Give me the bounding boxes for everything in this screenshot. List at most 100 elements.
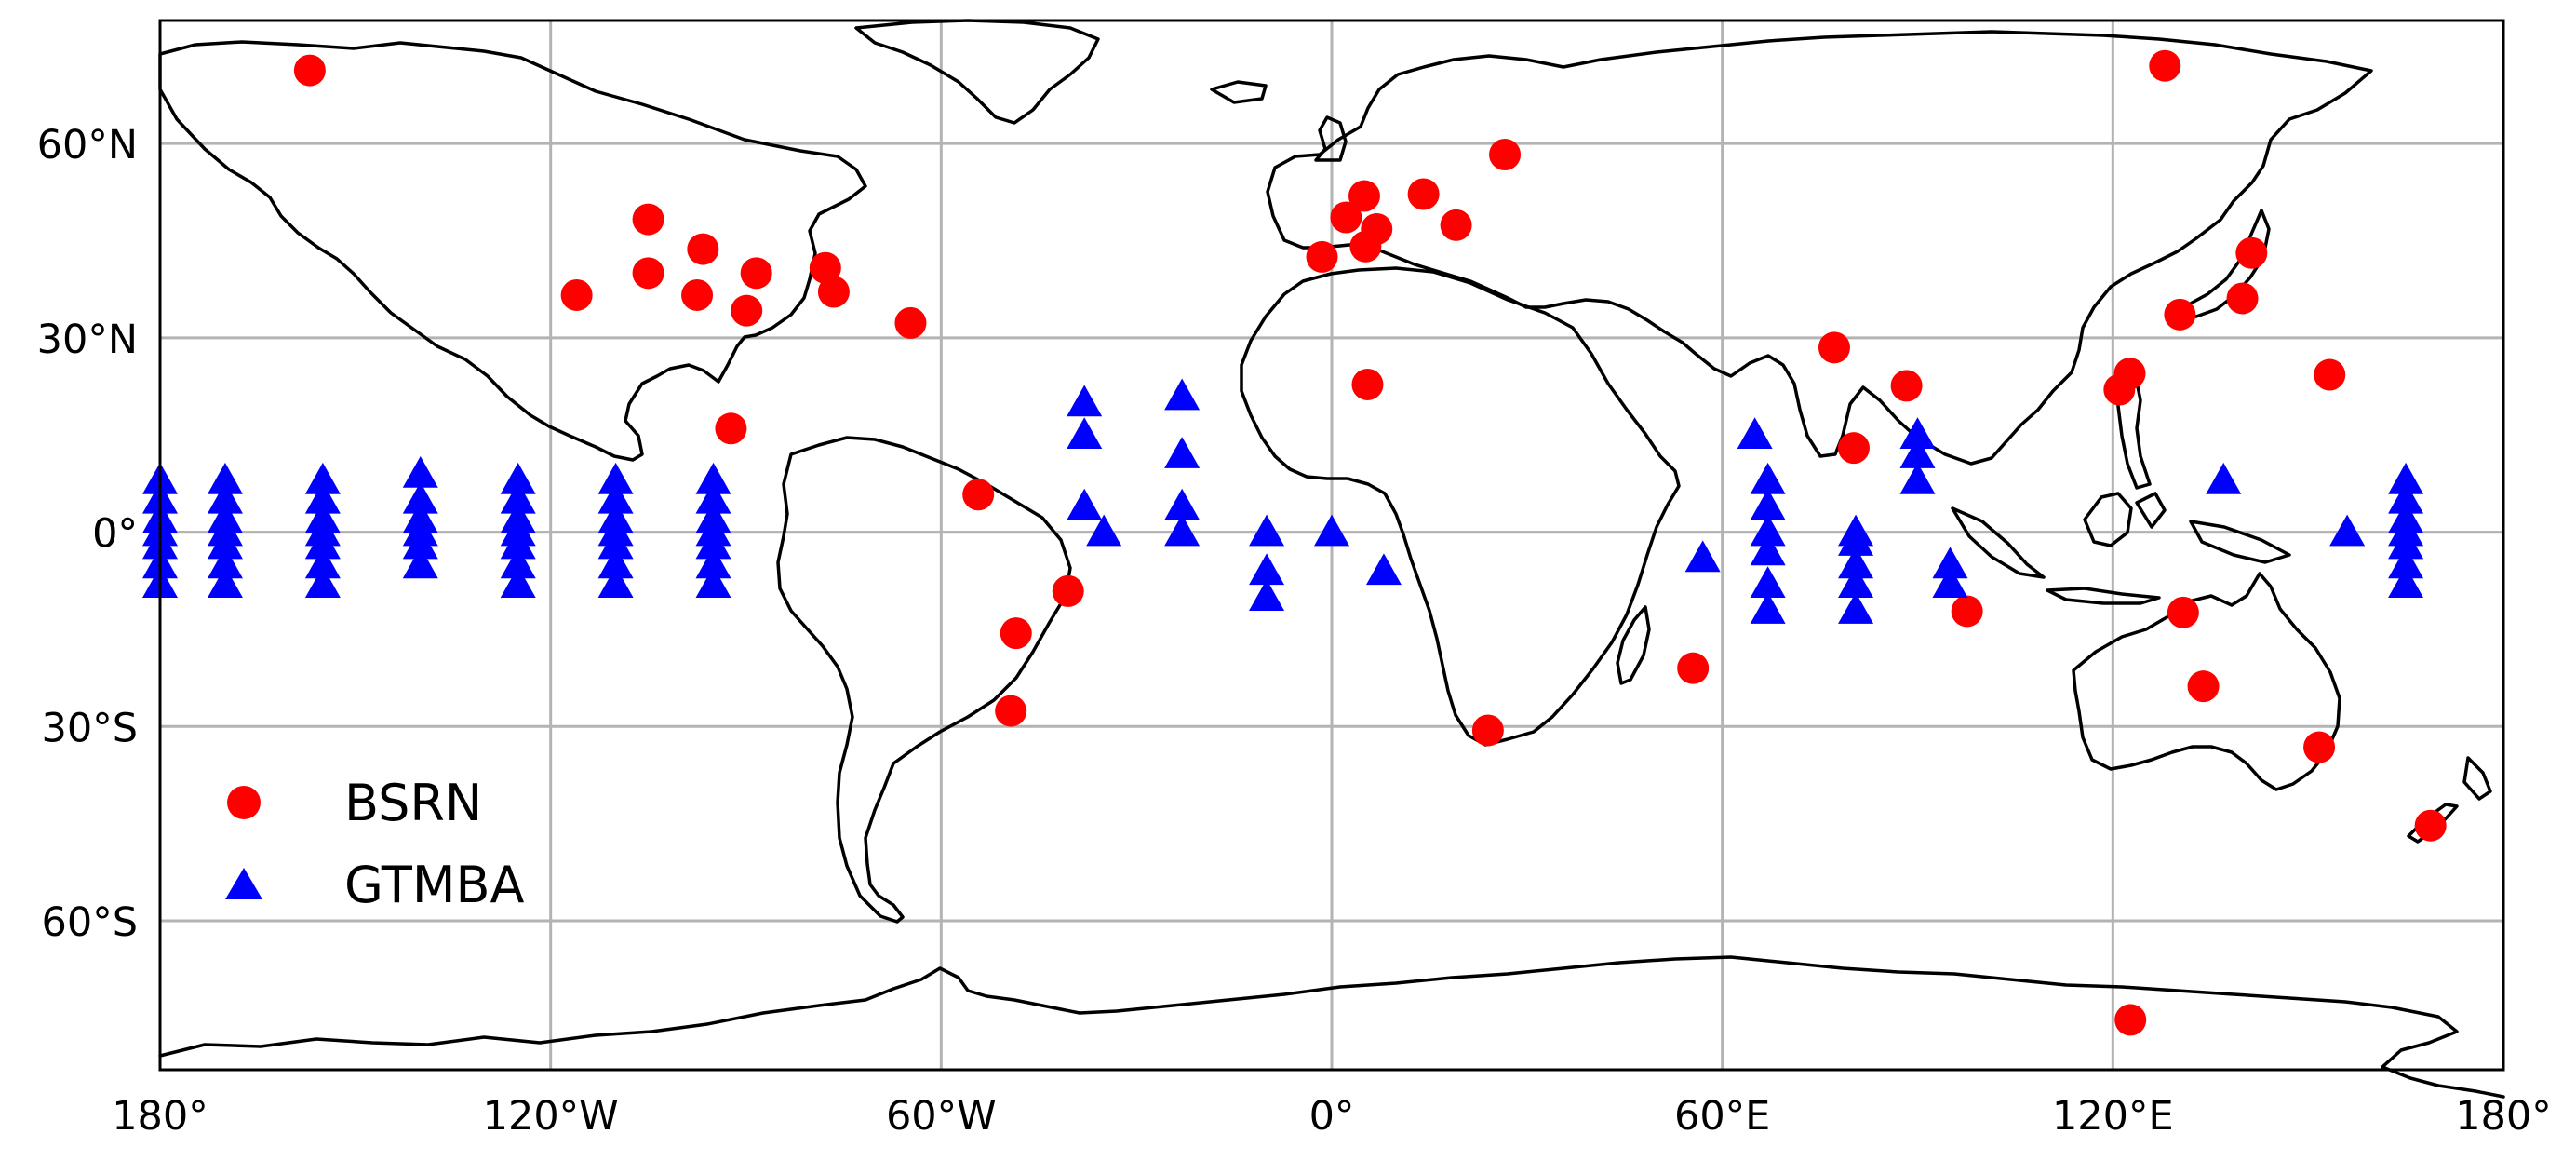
gtmba-buoy-marker bbox=[1750, 462, 1786, 494]
bsrn-station-marker bbox=[1440, 209, 1472, 241]
gtmba-buoy-marker bbox=[597, 527, 634, 560]
bsrn-station-marker bbox=[2149, 49, 2181, 82]
bsrn-station-marker bbox=[2114, 1004, 2147, 1036]
gtmba-buoy-marker bbox=[2388, 527, 2424, 560]
coastline-eurasia bbox=[1266, 30, 2373, 466]
y-tick-label: 30°S bbox=[41, 705, 138, 751]
bsrn-station-marker bbox=[1837, 432, 1870, 465]
gtmba-buoy-marker bbox=[304, 481, 341, 514]
gtmba-buoy-marker bbox=[1314, 514, 1349, 547]
gtmba-buoy-marker bbox=[1086, 514, 1122, 547]
bsrn-station-marker bbox=[1818, 331, 1850, 364]
x-tick-label: 60°W bbox=[886, 1093, 997, 1140]
station-markers bbox=[142, 49, 2447, 1036]
bsrn-station-marker bbox=[2303, 731, 2336, 763]
x-tick-label: 60°E bbox=[1674, 1093, 1770, 1140]
gtmba-buoy-marker bbox=[1750, 533, 1786, 566]
gtmba-buoy-marker bbox=[1067, 385, 1103, 417]
gtmba-buoy-marker bbox=[500, 566, 536, 599]
gtmba-buoy-marker bbox=[500, 527, 536, 560]
legend-label-bsrn: BSRN bbox=[344, 774, 482, 832]
bsrn-station-marker bbox=[1890, 370, 1923, 402]
gtmba-buoy-marker bbox=[1750, 488, 1786, 520]
bsrn-station-marker bbox=[560, 278, 593, 311]
gtmba-buoy-marker bbox=[2388, 462, 2424, 494]
gtmba-buoy-marker bbox=[1684, 540, 1721, 573]
x-tick-label: 0° bbox=[1309, 1093, 1355, 1140]
coastline-antarctica bbox=[158, 955, 2505, 1099]
gtmba-buoy-marker bbox=[1750, 566, 1786, 599]
coastlines bbox=[158, 19, 2505, 1099]
gtmba-buoy-marker bbox=[1737, 417, 1773, 450]
bsrn-station-marker bbox=[1349, 230, 1382, 263]
bsrn-station-marker bbox=[1000, 617, 1032, 650]
gtmba-buoy-marker bbox=[1067, 488, 1103, 520]
bsrn-station-marker bbox=[2226, 282, 2259, 315]
gtmba-buoy-marker bbox=[304, 547, 341, 579]
map-frame bbox=[158, 19, 2505, 1072]
gtmba-buoy-marker bbox=[207, 547, 243, 579]
bsrn-station-marker bbox=[1677, 652, 1710, 684]
legend: BSRN GTMBA bbox=[225, 774, 525, 914]
gtmba-buoy-marker bbox=[597, 481, 634, 514]
legend-label-gtmba: GTMBA bbox=[344, 856, 525, 914]
gtmba-buoy-marker bbox=[207, 462, 243, 494]
gtmba-buoy-marker bbox=[597, 566, 634, 599]
gtmba-buoy-marker bbox=[207, 527, 243, 560]
gtmba-buoy-marker bbox=[304, 462, 341, 494]
gtmba-buoy-marker bbox=[1164, 378, 1201, 411]
gtmba-buoy-marker bbox=[2388, 481, 2424, 514]
gtmba-buoy-marker bbox=[2206, 462, 2242, 494]
gtmba-buoy-marker bbox=[2388, 547, 2424, 579]
bsrn-station-marker bbox=[962, 479, 995, 511]
legend-marker-gtmba bbox=[225, 868, 262, 899]
bsrn-station-marker bbox=[2235, 236, 2268, 269]
gtmba-buoy-marker bbox=[402, 455, 438, 488]
gtmba-buoy-marker bbox=[1249, 579, 1285, 611]
gtmba-buoy-marker bbox=[1838, 566, 1874, 599]
bsrn-station-marker bbox=[632, 257, 664, 290]
gtmba-buoy-marker bbox=[1750, 592, 1786, 624]
bsrn-station-marker bbox=[687, 233, 719, 265]
gtmba-buoy-marker bbox=[1365, 553, 1402, 586]
bsrn-station-marker bbox=[817, 276, 850, 308]
gtmba-buoy-marker bbox=[1249, 514, 1285, 547]
axis-tick-labels: 180° 120°W 60°W 0° 60°E 120°E 180° 60°N 30°N 0° 30… bbox=[37, 122, 2552, 1140]
bsrn-station-marker bbox=[809, 251, 841, 284]
coastline-maritime-asia bbox=[1951, 361, 2291, 605]
coastline-uk-iceland bbox=[1210, 80, 1348, 162]
gtmba-buoy-marker bbox=[695, 481, 731, 514]
bsrn-station-marker bbox=[2164, 298, 2196, 331]
gtmba-buoy-marker bbox=[2388, 566, 2424, 599]
bsrn-station-marker bbox=[2414, 809, 2447, 842]
gtmba-buoy-marker bbox=[402, 547, 438, 579]
gtmba-buoy-marker bbox=[1164, 488, 1201, 520]
bsrn-station-marker bbox=[740, 257, 772, 290]
gtmba-buoy-marker bbox=[695, 547, 731, 579]
bsrn-station-marker bbox=[2167, 596, 2199, 628]
bsrn-station-marker bbox=[1330, 201, 1362, 234]
bsrn-station-marker bbox=[681, 278, 714, 311]
coastline-africa bbox=[1240, 266, 1681, 747]
bsrn-station-marker bbox=[731, 294, 763, 327]
bsrn-station-marker bbox=[894, 306, 927, 339]
gtmba-buoy-marker bbox=[500, 481, 536, 514]
x-tick-label: 120°E bbox=[2052, 1093, 2174, 1140]
y-tick-label: 60°S bbox=[41, 899, 138, 946]
gtmba-buoy-marker bbox=[1838, 524, 1874, 556]
gtmba-buoy-marker bbox=[597, 547, 634, 579]
bsrn-station-marker bbox=[632, 203, 664, 236]
bsrn-station-marker bbox=[2113, 358, 2146, 390]
gtmba-buoy-marker bbox=[207, 566, 243, 599]
y-tick-label: 0° bbox=[92, 511, 138, 558]
y-tick-label: 60°N bbox=[37, 122, 138, 169]
legend-marker-bsrn bbox=[227, 786, 261, 819]
bsrn-station-marker bbox=[1407, 178, 1440, 210]
bsrn-station-marker bbox=[1351, 368, 1384, 400]
gtmba-buoy-marker bbox=[402, 527, 438, 560]
gtmba-buoy-marker bbox=[304, 566, 341, 599]
gtmba-buoy-marker bbox=[1164, 514, 1201, 547]
gtmba-buoy-marker bbox=[304, 527, 341, 560]
